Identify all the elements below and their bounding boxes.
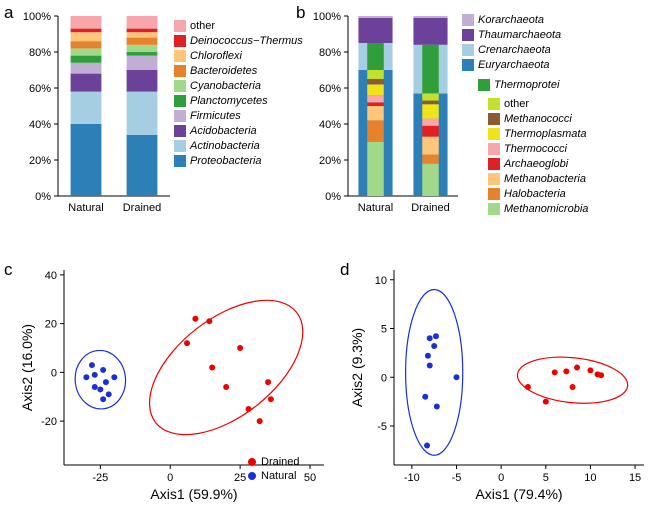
svg-text:20%: 20% (319, 155, 341, 167)
svg-text:0: 0 (381, 372, 387, 384)
svg-text:10: 10 (375, 275, 387, 287)
svg-text:5: 5 (381, 324, 387, 336)
svg-text:40%: 40% (319, 119, 341, 131)
panel-label-c: c (4, 260, 13, 280)
svg-text:100%: 100% (23, 11, 51, 23)
svg-text:0: 0 (498, 472, 504, 484)
svg-text:-5: -5 (377, 421, 387, 433)
svg-text:80%: 80% (319, 47, 341, 59)
svg-text:Axis1 (79.4%): Axis1 (79.4%) (475, 486, 562, 502)
svg-text:10: 10 (584, 472, 596, 484)
svg-text:Natural: Natural (358, 202, 393, 214)
svg-text:60%: 60% (29, 83, 51, 95)
svg-text:Axis2 (16.0%): Axis2 (16.0%) (19, 324, 35, 411)
legend-b-inner: ThermoproteiotherMethanococciThermoplasm… (488, 95, 588, 216)
svg-text:20: 20 (45, 319, 57, 331)
panel-d: -10 -5 0 5 10 15 -5 0 5 10 Axis1 (79.4%) Axis2 (9.3… (346, 262, 656, 510)
svg-text:-5: -5 (452, 472, 462, 484)
svg-text:Drained: Drained (123, 202, 162, 214)
svg-text:0: 0 (51, 367, 57, 379)
panel-label-a: a (4, 3, 13, 23)
svg-text:40: 40 (45, 270, 57, 282)
svg-text:80%: 80% (29, 47, 51, 59)
legend-a: otherDeinococcus−ThermusChloroflexiBacte… (174, 18, 303, 168)
svg-text:40%: 40% (29, 119, 51, 131)
svg-text:Drained: Drained (411, 202, 450, 214)
svg-text:-25: -25 (92, 472, 108, 484)
svg-text:15: 15 (629, 472, 641, 484)
svg-text:5: 5 (543, 472, 549, 484)
legend-b-outer: KorarchaeotaThaumarchaeotaCrenarchaeotaE… (462, 12, 561, 72)
svg-text:-20: -20 (41, 416, 57, 428)
svg-text:50: 50 (304, 472, 316, 484)
svg-text:100%: 100% (313, 11, 341, 23)
legend-c: DrainedNatural (248, 455, 300, 483)
svg-text:0%: 0% (325, 191, 341, 203)
svg-text:Axis2 (9.3%): Axis2 (9.3%) (349, 328, 365, 407)
svg-text:0: 0 (167, 472, 173, 484)
scatter-d: -10 -5 0 5 10 15 -5 0 5 10 Axis1 (79.4%) Axis2 (9.3… (346, 262, 656, 510)
svg-text:Axis1 (59.9%): Axis1 (59.9%) (150, 486, 237, 502)
svg-text:Natural: Natural (68, 202, 103, 214)
svg-text:25: 25 (234, 472, 246, 484)
svg-text:60%: 60% (319, 83, 341, 95)
svg-text:-10: -10 (404, 472, 420, 484)
svg-text:0%: 0% (35, 191, 51, 203)
svg-text:20%: 20% (29, 155, 51, 167)
